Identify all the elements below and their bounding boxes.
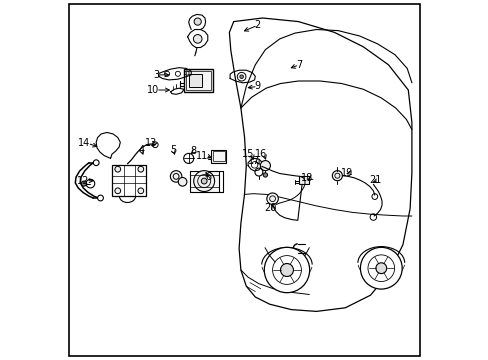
Text: 17: 17 [248, 156, 260, 166]
Bar [112, 165, 146, 196]
Text: 3: 3 [153, 70, 160, 80]
Text: 5: 5 [169, 145, 176, 156]
Bar [190, 171, 218, 192]
Text: 9: 9 [254, 81, 260, 91]
Text: 13: 13 [145, 138, 157, 148]
Bar [212, 151, 224, 161]
Circle shape [375, 263, 386, 274]
Text: 19: 19 [340, 168, 352, 178]
Text: 21: 21 [369, 175, 381, 185]
Circle shape [115, 188, 121, 194]
Text: 4: 4 [138, 145, 144, 156]
Circle shape [138, 166, 143, 172]
Text: 20: 20 [263, 203, 276, 213]
Text: 14: 14 [78, 138, 90, 148]
Bar [298, 176, 308, 184]
Circle shape [193, 35, 202, 43]
Circle shape [98, 195, 103, 201]
Text: 7: 7 [295, 60, 302, 70]
Circle shape [239, 75, 243, 78]
Bar [188, 74, 202, 87]
Text: 8: 8 [190, 146, 197, 156]
Circle shape [280, 264, 293, 276]
Circle shape [170, 171, 182, 182]
Circle shape [81, 181, 86, 186]
Text: 12: 12 [77, 176, 89, 186]
Text: 6: 6 [205, 172, 211, 182]
Circle shape [178, 177, 186, 186]
Bar [183, 69, 212, 92]
Circle shape [360, 247, 401, 289]
Circle shape [194, 18, 201, 25]
Circle shape [332, 171, 342, 181]
Text: 18: 18 [301, 173, 313, 183]
Bar [211, 150, 226, 163]
Bar [186, 71, 210, 90]
Circle shape [138, 188, 143, 194]
Circle shape [266, 193, 278, 204]
Text: 10: 10 [146, 85, 159, 95]
Text: 16: 16 [254, 149, 266, 159]
Circle shape [193, 171, 214, 192]
Circle shape [93, 160, 99, 166]
Circle shape [264, 247, 309, 293]
Circle shape [260, 161, 270, 171]
Circle shape [201, 178, 206, 184]
Circle shape [115, 166, 121, 172]
Circle shape [263, 173, 267, 177]
Text: 15: 15 [242, 149, 254, 159]
Text: 11: 11 [196, 150, 208, 161]
Text: 2: 2 [254, 20, 260, 30]
